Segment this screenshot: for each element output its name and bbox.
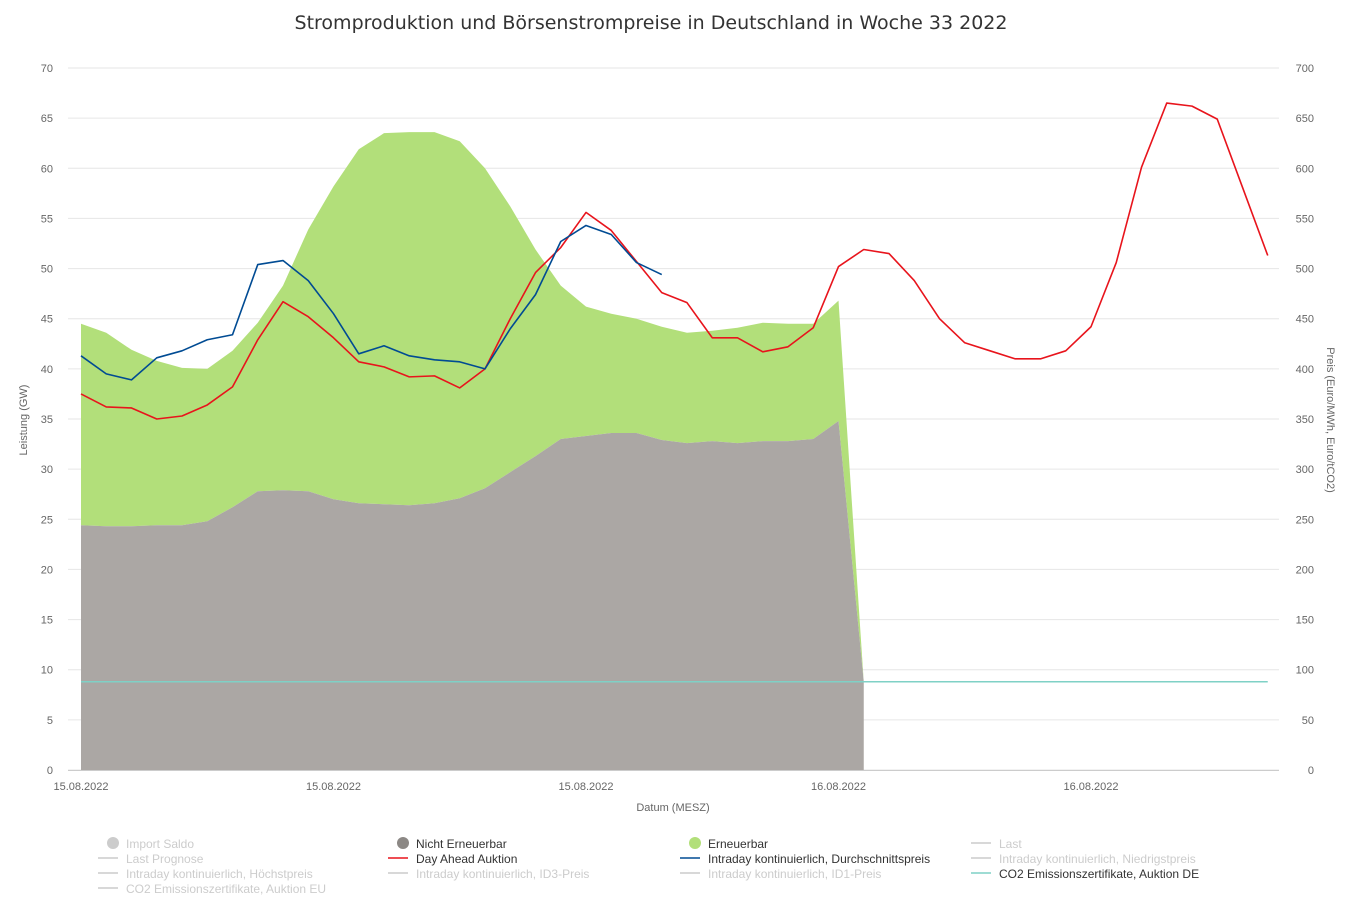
y-tick-label-right: 700 [1296, 63, 1314, 75]
y-tick-label-left: 25 [41, 514, 53, 526]
legend-item[interactable]: Intraday kontinuierlich, Durchschnittspr… [680, 852, 930, 866]
legend-label: CO2 Emissionszertifikate, Auktion DE [999, 867, 1199, 881]
legend-label: Erneuerbar [708, 837, 768, 851]
area-nicht-erneuerbar [81, 421, 864, 770]
y-tick-label-right: 150 [1296, 615, 1314, 627]
y-tick-label-right: 300 [1296, 464, 1314, 476]
y-tick-label-right: 650 [1296, 113, 1314, 125]
y-tick-label-left: 40 [41, 364, 53, 376]
y-tick-label-left: 50 [41, 264, 53, 276]
y-tick-label-left: 35 [41, 414, 53, 426]
y-tick-label-right: 100 [1296, 665, 1314, 677]
legend-item[interactable]: Last Prognose [98, 852, 204, 866]
legend-item[interactable]: Last [971, 837, 1022, 851]
legend: Import Saldo Nicht Erneuerbar Erneuerbar La… [98, 837, 1199, 896]
legend-symbol-circle [397, 837, 409, 849]
legend-label: Nicht Erneuerbar [416, 837, 507, 851]
x-tick-label: 16.08.2022 [1063, 781, 1118, 793]
y-axis-title-left: Leistung (GW) [18, 385, 30, 456]
legend-label: Import Saldo [126, 837, 194, 851]
legend-item[interactable]: Import Saldo [107, 837, 194, 851]
y-tick-label-right: 450 [1296, 314, 1314, 326]
legend-label: Intraday kontinuierlich, Durchschnittspr… [708, 852, 930, 866]
legend-label: Day Ahead Auktion [416, 852, 517, 866]
y-tick-label-right: 200 [1296, 564, 1314, 576]
y-tick-label-left: 0 [47, 765, 53, 777]
axes: 0510152025303540455055606570050100150200… [41, 63, 1314, 793]
legend-item[interactable]: Erneuerbar [689, 837, 768, 851]
y-tick-label-right: 400 [1296, 364, 1314, 376]
legend-item[interactable]: Intraday kontinuierlich, Niedrigstpreis [971, 852, 1196, 866]
legend-item[interactable]: CO2 Emissionszertifikate, Auktion EU [98, 882, 326, 896]
x-tick-label: 15.08.2022 [306, 781, 361, 793]
x-tick-label: 15.08.2022 [558, 781, 613, 793]
legend-label: Intraday kontinuierlich, Niedrigstpreis [999, 852, 1196, 866]
y-tick-label-left: 20 [41, 564, 53, 576]
legend-label: Intraday kontinuierlich, ID3-Preis [416, 867, 589, 881]
line-series [80, 102, 1269, 683]
legend-item[interactable]: Nicht Erneuerbar [397, 837, 507, 851]
legend-label: Last [999, 837, 1022, 851]
y-tick-label-right: 500 [1296, 264, 1314, 276]
x-tick-label: 15.08.2022 [53, 781, 108, 793]
legend-label: Last Prognose [126, 852, 204, 866]
y-tick-label-left: 70 [41, 63, 53, 75]
y-tick-label-left: 10 [41, 665, 53, 677]
y-tick-label-right: 550 [1296, 213, 1314, 225]
line-intraday-kontinuierlich-durchschnittspreis [80, 224, 663, 381]
legend-item[interactable]: CO2 Emissionszertifikate, Auktion DE [971, 867, 1199, 881]
legend-item[interactable]: Intraday kontinuierlich, Höchstpreis [98, 867, 313, 881]
legend-label: Intraday kontinuierlich, Höchstpreis [126, 867, 313, 881]
legend-symbol-circle [107, 837, 119, 849]
legend-item[interactable]: Intraday kontinuierlich, ID3-Preis [388, 867, 589, 881]
area-series [81, 132, 864, 770]
y-tick-label-left: 60 [41, 163, 53, 175]
y-tick-label-right: 250 [1296, 514, 1314, 526]
legend-label: CO2 Emissionszertifikate, Auktion EU [126, 882, 326, 896]
legend-symbol-circle [689, 837, 701, 849]
chart-title: Stromproduktion und Börsenstrompreise in… [295, 12, 1008, 34]
legend-label: Intraday kontinuierlich, ID1-Preis [708, 867, 881, 881]
y-axis-title-right: Preis (Euro/MWh, Euro/tCO2) [1324, 347, 1336, 492]
y-tick-label-left: 65 [41, 113, 53, 125]
area-erneuerbar [81, 132, 864, 682]
line-day-ahead-auktion [80, 102, 1269, 420]
y-tick-label-left: 45 [41, 314, 53, 326]
y-tick-label-right: 350 [1296, 414, 1314, 426]
y-tick-label-left: 15 [41, 615, 53, 627]
y-tick-label-left: 55 [41, 213, 53, 225]
y-tick-label-left: 5 [47, 715, 53, 727]
x-axis-title: Datum (MESZ) [636, 802, 709, 814]
y-tick-label-right: 600 [1296, 163, 1314, 175]
y-tick-label-right: 50 [1302, 715, 1314, 727]
y-tick-label-left: 30 [41, 464, 53, 476]
legend-item[interactable]: Day Ahead Auktion [388, 852, 517, 866]
y-tick-label-right: 0 [1308, 765, 1314, 777]
legend-item[interactable]: Intraday kontinuierlich, ID1-Preis [680, 867, 881, 881]
x-tick-label: 16.08.2022 [811, 781, 866, 793]
